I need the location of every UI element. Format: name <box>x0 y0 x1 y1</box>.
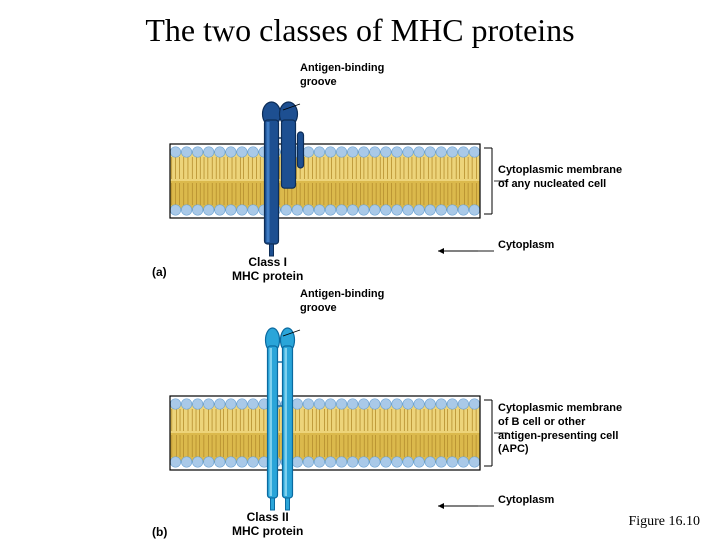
class-ii-label: Class II MHC protein <box>232 510 303 538</box>
panel-b-cytoplasm-label: Cytoplasm <box>498 494 554 508</box>
panel-a-membrane-label: Cytoplasmic membraneof any nucleated cel… <box>498 164 622 192</box>
panel-b-label: (b) <box>152 525 167 539</box>
class-i-line2: MHC protein <box>232 269 303 283</box>
figure-caption: Figure 16.10 <box>628 514 700 530</box>
class-ii-line2: MHC protein <box>232 524 303 538</box>
panel-a-cytoplasm-label: Cytoplasm <box>498 239 554 253</box>
panel-b-groove-label: Antigen-bindinggroove <box>300 288 384 316</box>
panel-a-label: (a) <box>152 265 167 279</box>
panel-a-groove-label: Antigen-bindinggroove <box>300 62 384 90</box>
class-i-line1: Class I <box>232 255 303 269</box>
class-i-label: Class I MHC protein <box>232 255 303 283</box>
class-ii-line1: Class II <box>232 510 303 524</box>
panel-b-membrane-label: Cytoplasmic membraneof B cell or otheran… <box>498 402 622 457</box>
